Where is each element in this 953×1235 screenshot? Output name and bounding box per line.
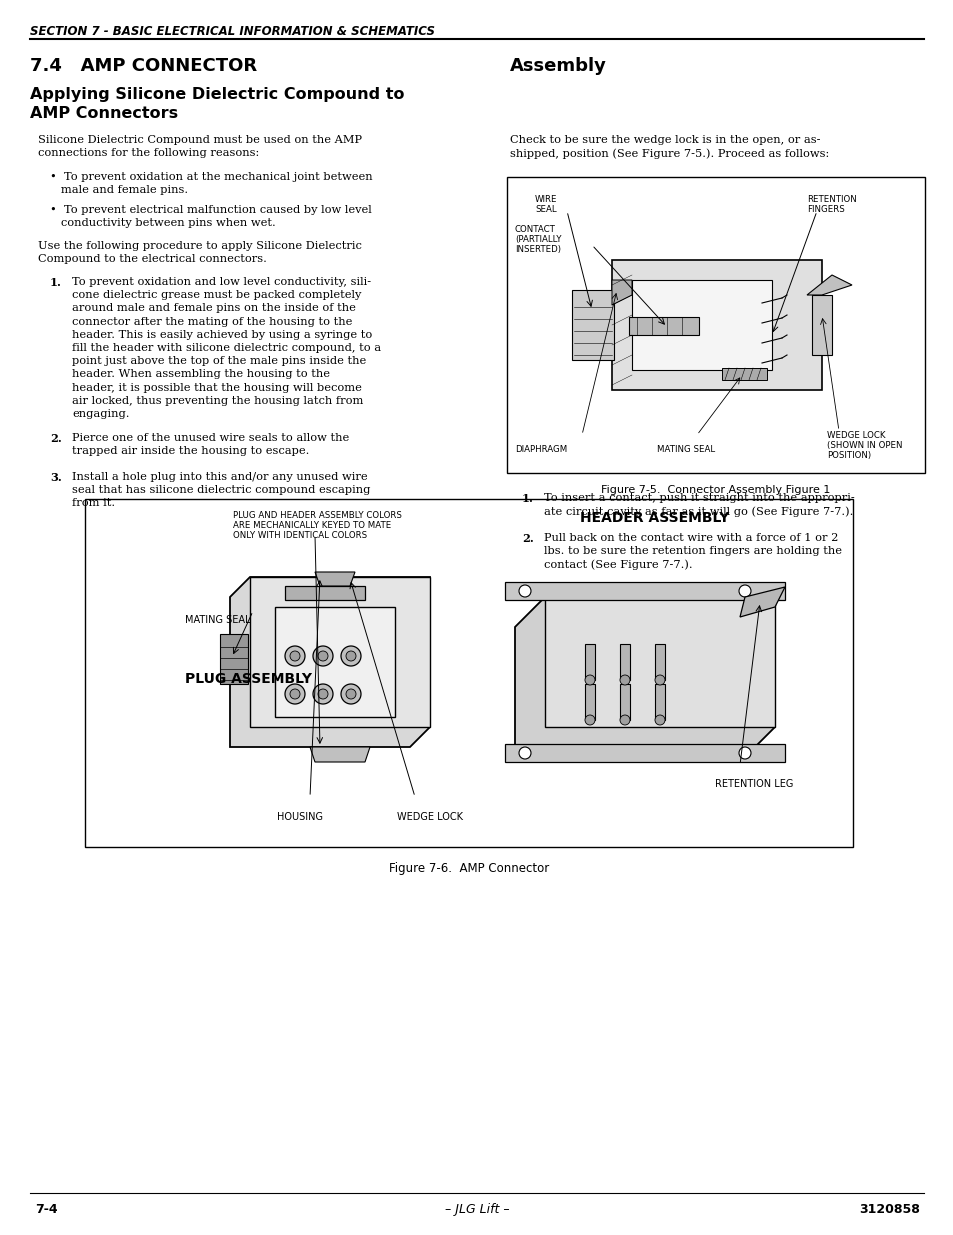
Polygon shape: [314, 572, 355, 585]
Bar: [619, 643, 629, 680]
Text: •  To prevent electrical malfunction caused by low level
   conductivity between: • To prevent electrical malfunction caus…: [50, 205, 372, 228]
Bar: [504, 743, 784, 762]
Text: WIRE: WIRE: [535, 195, 557, 204]
Text: RETENTION: RETENTION: [806, 195, 856, 204]
Text: 3120858: 3120858: [859, 1203, 919, 1216]
Bar: [285, 585, 365, 600]
Polygon shape: [806, 275, 851, 295]
Text: MATING SEAL: MATING SEAL: [185, 615, 251, 625]
Polygon shape: [612, 280, 631, 305]
Text: DIAPHRAGM: DIAPHRAGM: [515, 445, 567, 454]
Polygon shape: [250, 577, 430, 727]
Text: (PARTIALLY: (PARTIALLY: [515, 235, 561, 245]
Bar: [506, 177, 924, 473]
Text: To prevent oxidation and low level conductivity, sili-
cone dielectric grease mu: To prevent oxidation and low level condu…: [71, 277, 381, 419]
Circle shape: [340, 684, 360, 704]
Circle shape: [739, 747, 750, 760]
Text: Install a hole plug into this and/or any unused wire
seal that has silicone diel: Install a hole plug into this and/or any…: [71, 472, 370, 509]
Circle shape: [290, 689, 299, 699]
Circle shape: [290, 651, 299, 661]
Text: SEAL: SEAL: [535, 205, 556, 214]
Text: To insert a contact, push it straight into the appropri-
ate circuit cavity as f: To insert a contact, push it straight in…: [543, 493, 854, 517]
Circle shape: [317, 651, 328, 661]
Circle shape: [619, 676, 629, 685]
Text: WEDGE LOCK: WEDGE LOCK: [826, 431, 884, 440]
Text: MATING SEAL: MATING SEAL: [657, 445, 715, 454]
Text: INSERTED): INSERTED): [515, 245, 560, 254]
Circle shape: [518, 585, 531, 597]
Circle shape: [584, 715, 595, 725]
Circle shape: [739, 585, 750, 597]
Bar: [619, 684, 629, 720]
Text: Assembly: Assembly: [510, 57, 606, 75]
Text: ONLY WITH IDENTICAL COLORS: ONLY WITH IDENTICAL COLORS: [233, 531, 367, 540]
Text: 3.: 3.: [50, 472, 62, 483]
Text: POSITION): POSITION): [826, 451, 870, 459]
Bar: [584, 684, 595, 720]
Bar: [655, 643, 664, 680]
Circle shape: [655, 676, 664, 685]
Text: Pull back on the contact wire with a force of 1 or 2
lbs. to be sure the retenti: Pull back on the contact wire with a for…: [543, 534, 841, 571]
Polygon shape: [544, 597, 774, 727]
Bar: [584, 643, 595, 680]
Text: SECTION 7 - BASIC ELECTRICAL INFORMATION & SCHEMATICS: SECTION 7 - BASIC ELECTRICAL INFORMATION…: [30, 25, 435, 38]
Text: Figure 7-6.  AMP Connector: Figure 7-6. AMP Connector: [389, 862, 549, 876]
Circle shape: [313, 684, 333, 704]
Bar: [572, 290, 614, 359]
Circle shape: [285, 646, 305, 666]
Text: (SHOWN IN OPEN: (SHOWN IN OPEN: [826, 441, 902, 450]
Text: 7-4: 7-4: [35, 1203, 57, 1216]
Text: Silicone Dielectric Compound must be used on the AMP
connections for the followi: Silicone Dielectric Compound must be use…: [38, 135, 361, 158]
Text: PLUG AND HEADER ASSEMBLY COLORS: PLUG AND HEADER ASSEMBLY COLORS: [233, 511, 401, 520]
Bar: [811, 295, 831, 354]
Polygon shape: [310, 747, 370, 762]
Bar: [655, 684, 664, 720]
Text: ARE MECHANICALLY KEYED TO MATE: ARE MECHANICALLY KEYED TO MATE: [233, 521, 391, 530]
Bar: [504, 582, 784, 600]
Text: HEADER ASSEMBLY: HEADER ASSEMBLY: [579, 511, 729, 525]
Text: 1.: 1.: [521, 493, 534, 504]
Text: RETENTION LEG: RETENTION LEG: [714, 779, 793, 789]
Bar: [628, 317, 699, 335]
Text: 2.: 2.: [50, 433, 62, 445]
Text: CONTACT: CONTACT: [515, 225, 556, 233]
Polygon shape: [230, 577, 430, 747]
Bar: [631, 280, 771, 370]
Circle shape: [340, 646, 360, 666]
Text: HOUSING: HOUSING: [276, 811, 323, 823]
Bar: [85, 499, 852, 847]
Bar: [612, 261, 821, 390]
Text: – JLG Lift –: – JLG Lift –: [444, 1203, 509, 1216]
Text: FINGERS: FINGERS: [806, 205, 843, 214]
Circle shape: [518, 747, 531, 760]
Text: Figure 7-5.  Connector Assembly Figure 1: Figure 7-5. Connector Assembly Figure 1: [600, 485, 830, 495]
Circle shape: [346, 651, 355, 661]
Circle shape: [619, 715, 629, 725]
Circle shape: [584, 676, 595, 685]
Text: 1.: 1.: [50, 277, 62, 288]
Polygon shape: [740, 587, 784, 618]
Text: 2.: 2.: [521, 534, 533, 543]
Text: Use the following procedure to apply Silicone Dielectric
Compound to the electri: Use the following procedure to apply Sil…: [38, 241, 361, 264]
Bar: [721, 368, 766, 380]
Bar: [274, 606, 395, 718]
Text: Pierce one of the unused wire seals to allow the
trapped air inside the housing : Pierce one of the unused wire seals to a…: [71, 433, 349, 456]
Text: Applying Silicone Dielectric Compound to
AMP Connectors: Applying Silicone Dielectric Compound to…: [30, 86, 404, 121]
Circle shape: [313, 646, 333, 666]
Text: 7.4   AMP CONNECTOR: 7.4 AMP CONNECTOR: [30, 57, 257, 75]
Bar: [220, 634, 248, 684]
Circle shape: [655, 715, 664, 725]
Circle shape: [317, 689, 328, 699]
Text: •  To prevent oxidation at the mechanical joint between
   male and female pins.: • To prevent oxidation at the mechanical…: [50, 172, 373, 195]
Text: Check to be sure the wedge lock is in the open, or as-
shipped, position (See Fi: Check to be sure the wedge lock is in th…: [510, 135, 828, 159]
Polygon shape: [515, 597, 774, 747]
Text: WEDGE LOCK: WEDGE LOCK: [396, 811, 462, 823]
Circle shape: [346, 689, 355, 699]
Circle shape: [285, 684, 305, 704]
Text: PLUG ASSEMBLY: PLUG ASSEMBLY: [185, 672, 312, 685]
